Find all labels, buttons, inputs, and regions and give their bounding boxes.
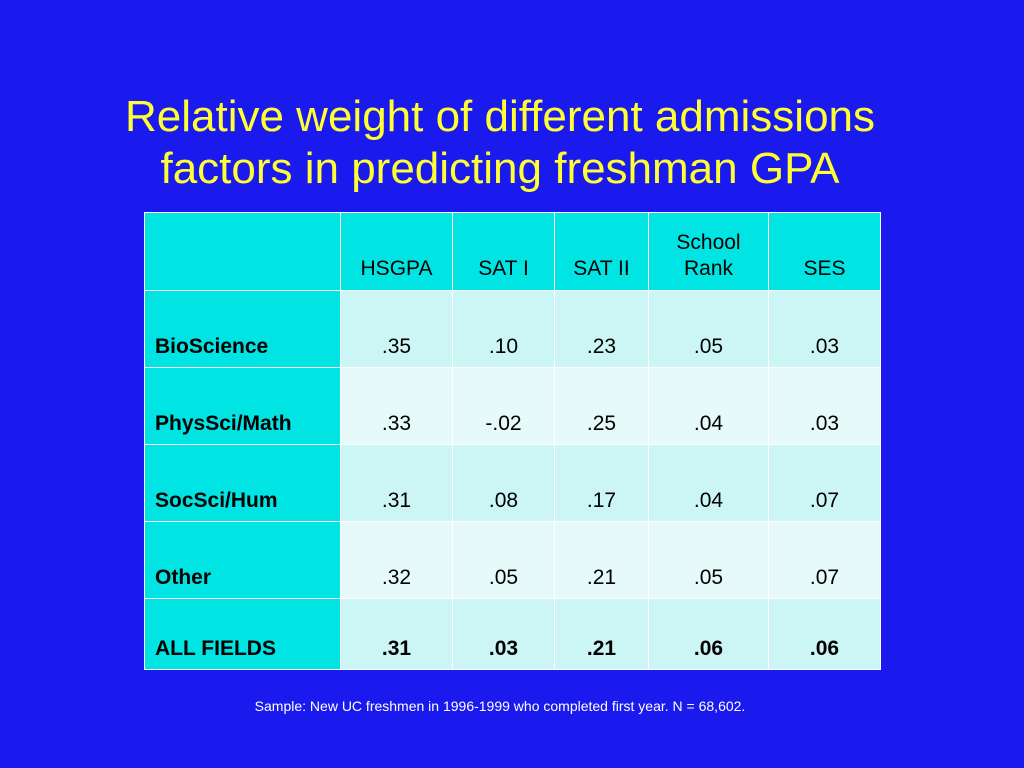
cell-sat-ii: .21	[554, 598, 649, 670]
row-label-all-fields: ALL FIELDS	[144, 598, 341, 670]
weights-table: HSGPA SAT I SAT II School Rank SES BioSci…	[144, 212, 881, 670]
header-school-rank-line1: School	[676, 231, 741, 254]
slide-title: Relative weight of different admissions …	[0, 91, 1000, 195]
cell-hsgpa: .33	[340, 367, 453, 445]
header-school-rank: School Rank	[648, 212, 769, 291]
header-sat-i: SAT I	[452, 212, 555, 291]
cell-sat-i: .03	[452, 598, 555, 670]
cell-sat-ii: .21	[554, 521, 649, 599]
row-label-bioscience: BioScience	[144, 290, 341, 368]
header-school-rank-line2: Rank	[683, 257, 734, 280]
title-line-2: factors in predicting freshman GPA	[160, 144, 840, 194]
cell-school-rank: .04	[648, 444, 769, 522]
cell-sat-ii: .23	[554, 290, 649, 368]
table-row-all-fields: ALL FIELDS .31 .03 .21 .06 .06	[144, 598, 881, 670]
cell-sat-i: .05	[452, 521, 555, 599]
cell-ses: .07	[768, 521, 881, 599]
header-corner	[144, 212, 341, 291]
table-row: PhysSci/Math .33 -.02 .25 .04 .03	[144, 367, 881, 445]
cell-school-rank: .05	[648, 521, 769, 599]
cell-school-rank: .06	[648, 598, 769, 670]
cell-ses: .03	[768, 367, 881, 445]
cell-ses: .07	[768, 444, 881, 522]
row-label-socsci-hum: SocSci/Hum	[144, 444, 341, 522]
cell-hsgpa: .35	[340, 290, 453, 368]
cell-sat-i: .10	[452, 290, 555, 368]
table-row: Other .32 .05 .21 .05 .07	[144, 521, 881, 599]
sample-footnote: Sample: New UC freshmen in 1996-1999 who…	[254, 698, 746, 714]
header-hsgpa: HSGPA	[340, 212, 453, 291]
cell-ses: .03	[768, 290, 881, 368]
cell-sat-i: -.02	[452, 367, 555, 445]
table-row: BioScience .35 .10 .23 .05 .03	[144, 290, 881, 368]
header-row: HSGPA SAT I SAT II School Rank SES	[144, 212, 881, 291]
cell-sat-ii: .17	[554, 444, 649, 522]
cell-sat-ii: .25	[554, 367, 649, 445]
cell-hsgpa: .32	[340, 521, 453, 599]
cell-hsgpa: .31	[340, 598, 453, 670]
table-row: SocSci/Hum .31 .08 .17 .04 .07	[144, 444, 881, 522]
cell-ses: .06	[768, 598, 881, 670]
header-ses: SES	[768, 212, 881, 291]
title-line-1: Relative weight of different admissions	[124, 92, 876, 142]
row-label-other: Other	[144, 521, 341, 599]
cell-sat-i: .08	[452, 444, 555, 522]
cell-hsgpa: .31	[340, 444, 453, 522]
row-label-physsci-math: PhysSci/Math	[144, 367, 341, 445]
cell-school-rank: .05	[648, 290, 769, 368]
cell-school-rank: .04	[648, 367, 769, 445]
header-sat-ii: SAT II	[554, 212, 649, 291]
